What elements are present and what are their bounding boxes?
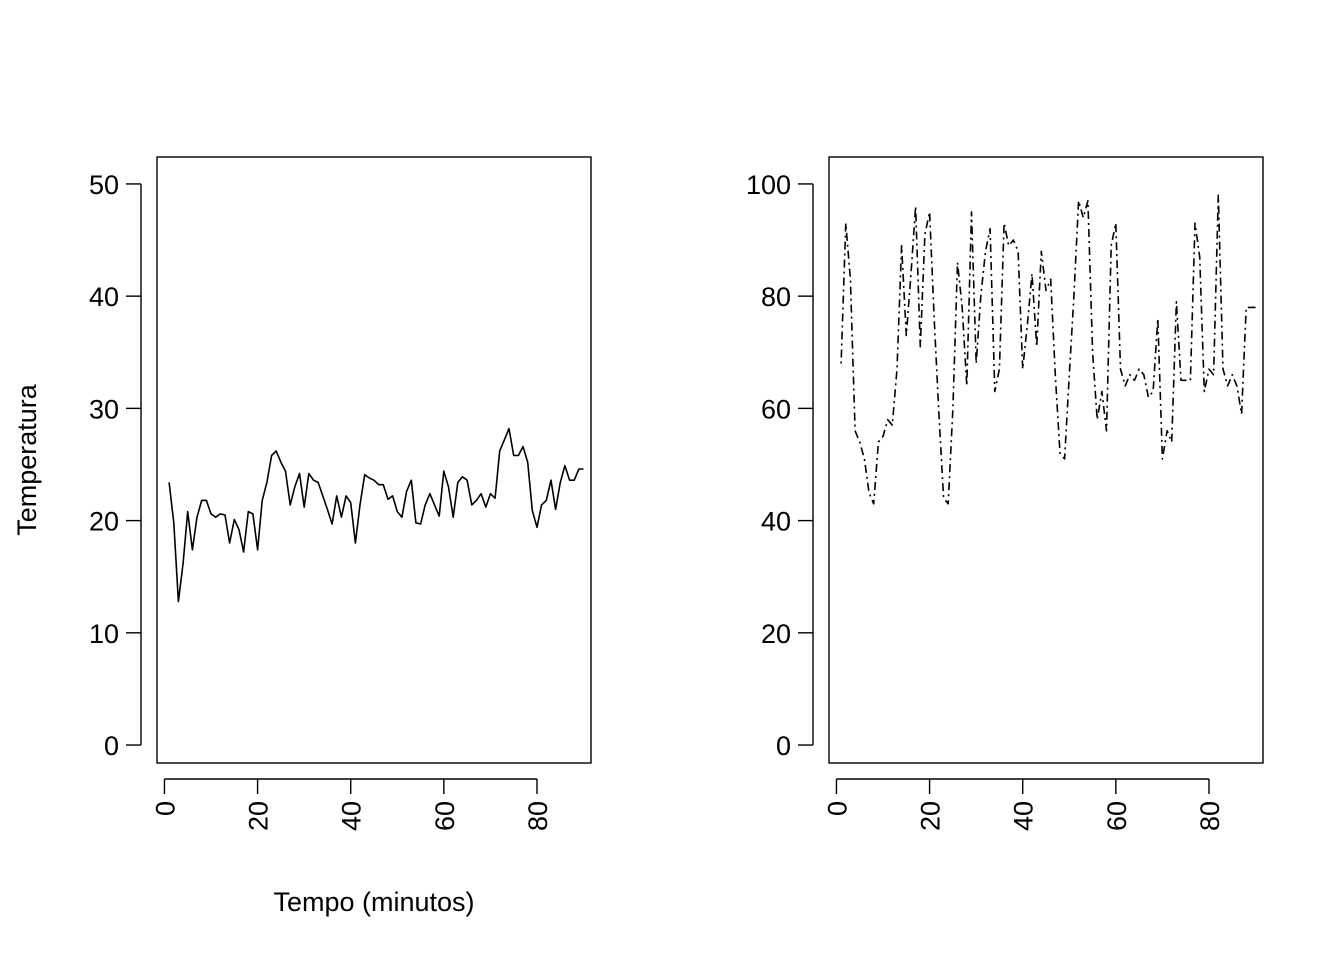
x-tick-label: 40	[1009, 801, 1039, 831]
x-tick-label: 80	[523, 801, 553, 831]
x-tick-label: 0	[150, 801, 180, 816]
y-tick-label: 30	[89, 394, 119, 424]
right-temperature-panel: 0 20 40 60 80 100 0 20 40 60 80	[746, 156, 1264, 831]
y-tick-label: 0	[776, 731, 791, 761]
x-tick-label: 80	[1195, 801, 1225, 831]
y-tick-label: 40	[761, 507, 791, 537]
x-tick-label: 60	[1102, 801, 1132, 831]
plot-frame	[828, 156, 1264, 764]
y-tick-label: 50	[89, 170, 119, 200]
y-tick-label: 100	[746, 170, 791, 200]
y-axis-title: Temperatura	[12, 383, 42, 536]
x-tick-label: 40	[337, 801, 367, 831]
y-tick-label: 80	[761, 282, 791, 312]
y-tick-label: 0	[104, 731, 119, 761]
left-temperature-panel: 0 10 20 30 40 50 0 20 40 60 80 Tempo (minutos) Tempe…	[12, 156, 592, 917]
y-tick-label: 40	[89, 282, 119, 312]
temperature-line-series	[168, 427, 584, 603]
x-tick-label: 20	[244, 801, 274, 831]
x-tick-label: 0	[822, 801, 852, 816]
x-tick-label: 60	[430, 801, 460, 831]
y-tick-label: 10	[89, 619, 119, 649]
temperature-line-series	[840, 194, 1256, 505]
plot-frame	[156, 156, 592, 764]
y-tick-label: 20	[89, 507, 119, 537]
y-tick-label: 20	[761, 619, 791, 649]
y-tick-label: 60	[761, 394, 791, 424]
x-tick-label: 20	[916, 801, 946, 831]
x-axis-title: Tempo (minutos)	[273, 887, 474, 917]
